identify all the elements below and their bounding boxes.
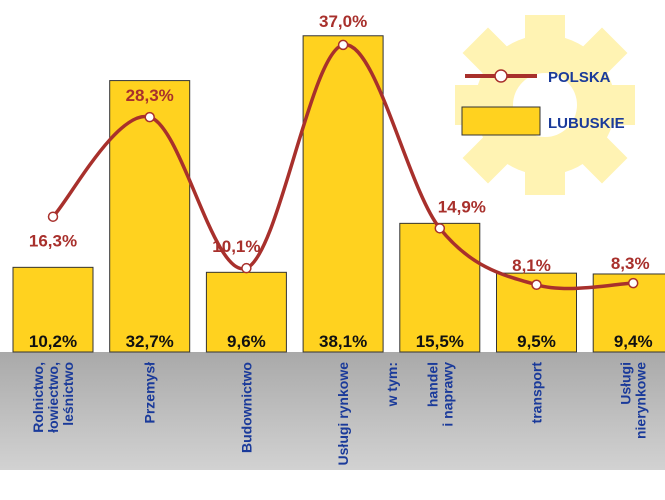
x-tick-label: i naprawy — [439, 362, 455, 427]
legend-swatch — [495, 70, 507, 82]
line-value-label: 16,3% — [29, 232, 77, 251]
line-value-label: 8,3% — [611, 254, 650, 273]
bar-value-label: 10,2% — [29, 332, 77, 351]
legend-label: POLSKA — [548, 69, 611, 86]
label-band — [0, 352, 665, 470]
bar-value-label: 38,1% — [319, 332, 367, 351]
x-tick-label: łowiectwo, — [45, 362, 61, 433]
bar-value-label: 32,7% — [126, 332, 174, 351]
line-marker — [49, 212, 58, 221]
line-value-label: 37,0% — [319, 12, 367, 31]
x-tick-label: transport — [529, 362, 545, 424]
line-marker — [145, 113, 154, 122]
x-tick-label: Budownictwo — [238, 362, 254, 453]
line-marker — [242, 264, 251, 273]
bar-value-label: 15,5% — [416, 332, 464, 351]
line-marker — [435, 224, 444, 233]
gear-icon — [455, 15, 635, 195]
legend-swatch — [462, 107, 540, 135]
bar-value-label: 9,5% — [517, 332, 556, 351]
chart: 10,2% 32,7% 9,6% 38,1% 15,5% 9,5% 9,4% 16,3% 28,… — [0, 0, 665, 500]
bar-value-label: 9,4% — [614, 332, 653, 351]
x-tick-label: Przemysł — [142, 362, 158, 424]
line-value-label: 14,9% — [438, 197, 486, 216]
x-tick-label: leśnictwo — [60, 362, 76, 426]
bar — [303, 36, 383, 352]
line-marker — [629, 279, 638, 288]
x-tick-label: handel — [424, 362, 440, 407]
x-tick-label: Usługi rynkowe — [335, 362, 351, 466]
x-tick-label: Rolnictwo, — [30, 362, 46, 433]
bar-value-label: 9,6% — [227, 332, 266, 351]
legend-label: LUBUSKIE — [548, 115, 625, 132]
subgroup-note: w tym: — [384, 362, 400, 407]
line-value-label: 10,1% — [212, 237, 260, 256]
x-tick-label: Usługi — [618, 362, 634, 405]
line-value-label: 28,3% — [126, 86, 174, 105]
line-marker — [339, 40, 348, 49]
x-tick-label: nierynkowe — [633, 362, 649, 439]
line-value-label: 8,1% — [512, 256, 551, 275]
line-marker — [532, 280, 541, 289]
